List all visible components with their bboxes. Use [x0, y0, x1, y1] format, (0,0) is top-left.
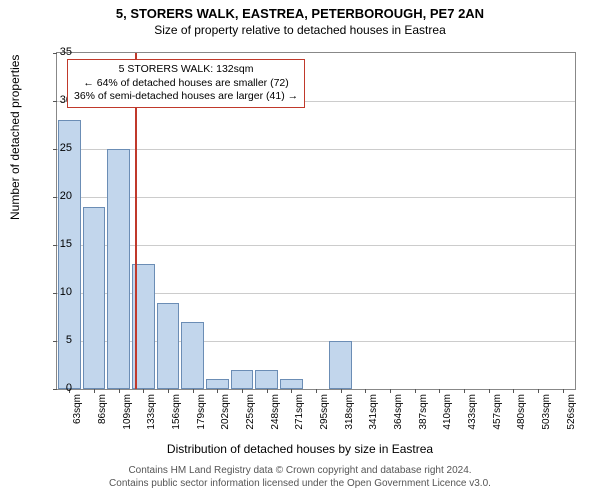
histogram-bar	[280, 379, 303, 389]
annotation-callout: 5 STORERS WALK: 132sqm← 64% of detached …	[67, 59, 305, 108]
x-tick-mark	[217, 389, 218, 393]
x-tick-label: 410sqm	[442, 394, 453, 444]
histogram-bar	[58, 120, 81, 389]
histogram-bar	[107, 149, 130, 389]
page-subtitle: Size of property relative to detached ho…	[0, 21, 600, 37]
y-axis-label: Number of detached properties	[8, 55, 22, 220]
x-tick-mark	[94, 389, 95, 393]
footer-attribution: Contains HM Land Registry data © Crown c…	[0, 464, 600, 490]
x-tick-mark	[168, 389, 169, 393]
x-tick-label: 248sqm	[270, 394, 281, 444]
x-tick-mark	[365, 389, 366, 393]
x-tick-mark	[415, 389, 416, 393]
histogram-bar	[157, 303, 180, 389]
x-tick-mark	[291, 389, 292, 393]
x-tick-mark	[439, 389, 440, 393]
x-tick-mark	[513, 389, 514, 393]
x-tick-label: 364sqm	[393, 394, 404, 444]
x-tick-label: 133sqm	[146, 394, 157, 444]
y-tick-label: 20	[54, 190, 72, 202]
x-tick-mark	[341, 389, 342, 393]
x-axis-label: Distribution of detached houses by size …	[0, 442, 600, 456]
x-tick-mark	[119, 389, 120, 393]
x-tick-mark	[538, 389, 539, 393]
y-tick-label: 35	[54, 46, 72, 58]
x-tick-mark	[489, 389, 490, 393]
annotation-line: 36% of semi-detached houses are larger (…	[74, 90, 298, 104]
x-tick-mark	[316, 389, 317, 393]
page-title: 5, STORERS WALK, EASTREA, PETERBOROUGH, …	[0, 0, 600, 21]
histogram-bar	[206, 379, 229, 389]
x-tick-mark	[267, 389, 268, 393]
histogram-bar	[329, 341, 352, 389]
x-tick-mark	[390, 389, 391, 393]
y-tick-label: 25	[54, 142, 72, 154]
x-tick-label: 341sqm	[368, 394, 379, 444]
x-tick-label: 202sqm	[220, 394, 231, 444]
histogram-bar	[181, 322, 204, 389]
y-tick-label: 10	[54, 286, 72, 298]
y-tick-label: 5	[54, 334, 72, 346]
x-tick-label: 295sqm	[319, 394, 330, 444]
x-tick-mark	[242, 389, 243, 393]
x-tick-mark	[143, 389, 144, 393]
chart-plot-area: 5 STORERS WALK: 132sqm← 64% of detached …	[56, 52, 576, 390]
footer-line-1: Contains HM Land Registry data © Crown c…	[0, 464, 600, 477]
x-tick-label: 433sqm	[467, 394, 478, 444]
annotation-line: 5 STORERS WALK: 132sqm	[74, 63, 298, 77]
x-tick-label: 86sqm	[97, 394, 108, 444]
x-tick-label: 179sqm	[196, 394, 207, 444]
x-tick-label: 156sqm	[171, 394, 182, 444]
x-tick-label: 63sqm	[72, 394, 83, 444]
x-tick-label: 480sqm	[516, 394, 527, 444]
x-tick-label: 271sqm	[294, 394, 305, 444]
x-tick-mark	[464, 389, 465, 393]
x-tick-label: 109sqm	[122, 394, 133, 444]
y-tick-label: 0	[54, 382, 72, 394]
histogram-bar	[231, 370, 254, 389]
x-tick-label: 457sqm	[492, 394, 503, 444]
x-tick-label: 318sqm	[344, 394, 355, 444]
x-tick-label: 387sqm	[418, 394, 429, 444]
histogram-bar	[255, 370, 278, 389]
x-tick-mark	[563, 389, 564, 393]
x-tick-label: 503sqm	[541, 394, 552, 444]
histogram-bar	[83, 207, 106, 389]
x-tick-label: 225sqm	[245, 394, 256, 444]
annotation-line: ← 64% of detached houses are smaller (72…	[74, 77, 298, 91]
x-tick-label: 526sqm	[566, 394, 577, 444]
x-tick-mark	[193, 389, 194, 393]
footer-line-2: Contains public sector information licen…	[0, 477, 600, 490]
y-tick-label: 15	[54, 238, 72, 250]
